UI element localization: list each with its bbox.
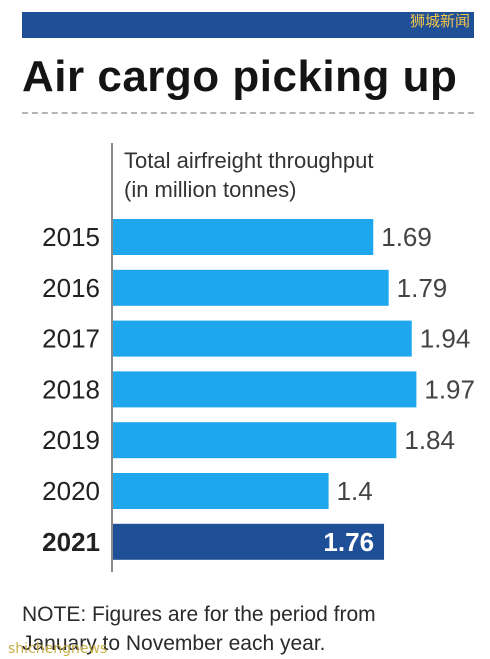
value-label-2016: 1.79 — [397, 273, 448, 303]
bottom-watermark: shichengnews — [8, 641, 108, 657]
bar-2016 — [113, 269, 389, 306]
value-label-2015: 1.69 — [381, 222, 432, 252]
category-label-2019: 2019 — [42, 425, 100, 455]
value-label-2019: 1.84 — [404, 425, 455, 455]
headline: Air cargo picking up — [22, 52, 458, 101]
footnote: NOTE: Figures are for the period from Ja… — [22, 603, 376, 655]
value-label-2017: 1.94 — [420, 324, 471, 354]
category-label-2017: 2017 — [42, 324, 100, 354]
value-label-2020: 1.4 — [337, 476, 373, 506]
title-divider — [22, 112, 474, 114]
bar-2021 — [113, 523, 385, 560]
bar-2015 — [113, 219, 374, 255]
bar-2018 — [113, 371, 417, 408]
category-label-2015: 2015 — [42, 222, 100, 252]
bar-2019 — [113, 422, 397, 459]
bar-2017 — [113, 320, 412, 357]
category-label-2020: 2020 — [42, 476, 100, 506]
chart-title: Total airfreight throughput (in million … — [124, 148, 374, 202]
bar-2020 — [113, 473, 329, 509]
value-label-2018: 1.97 — [424, 374, 475, 404]
category-label-2021: 2021 — [42, 527, 100, 557]
value-label-2021: 1.76 — [323, 527, 374, 557]
category-label-2018: 2018 — [42, 374, 100, 404]
header-bar — [22, 12, 474, 38]
category-label-2016: 2016 — [42, 273, 100, 303]
watermark: 狮城新闻 — [409, 12, 470, 30]
